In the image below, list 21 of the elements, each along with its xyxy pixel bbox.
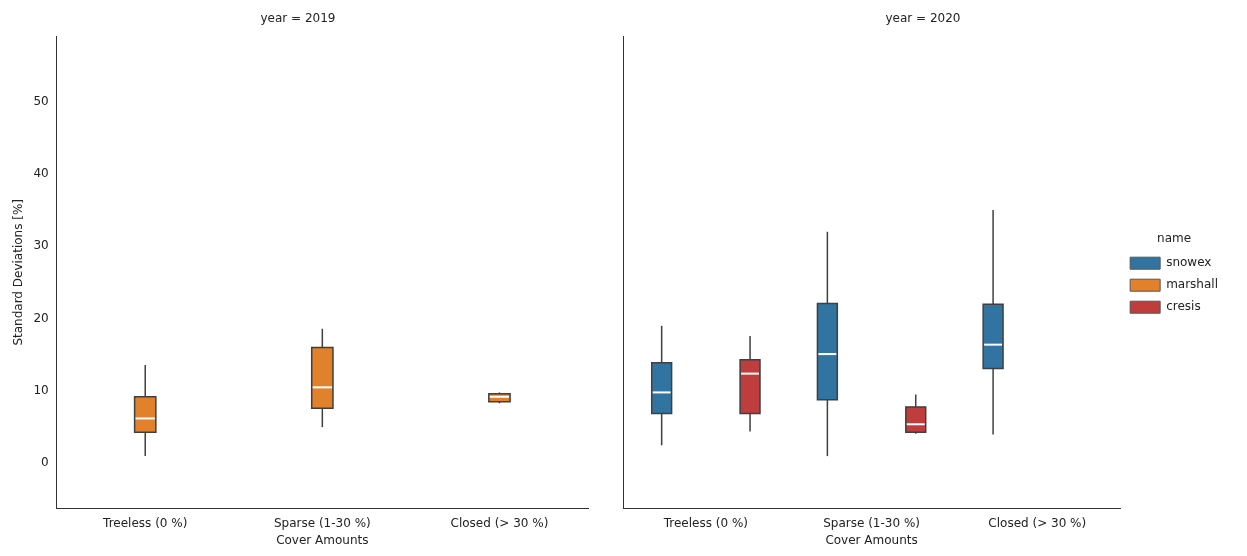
- x-tick-label: Closed (> 30 %): [988, 515, 1087, 530]
- y-tick-label: 10: [33, 383, 49, 398]
- y-axis-title: Standard Deviations [%]: [11, 198, 26, 346]
- legend-label: cresis: [1166, 299, 1201, 314]
- x-tick-label: Sparse (1-30 %): [273, 515, 371, 530]
- chart-title: year = 2020: [885, 11, 961, 26]
- legend-title: name: [1157, 230, 1192, 245]
- y-tick-label: 30: [33, 238, 49, 253]
- y-tick-label: 0: [41, 455, 49, 470]
- chart-title: year = 2019: [260, 11, 336, 26]
- x-tick-label: Treeless (0 %): [662, 515, 748, 530]
- y-tick-label: 20: [33, 310, 49, 325]
- legend-label: snowex: [1166, 255, 1212, 270]
- legend-label: marshall: [1166, 277, 1218, 292]
- x-tick-label: Treeless (0 %): [102, 515, 188, 530]
- y-tick-label: 40: [33, 166, 49, 181]
- x-tick-label: Sparse (1-30 %): [823, 515, 920, 530]
- y-tick-label: 50: [33, 93, 49, 108]
- x-axis-title: Cover Amounts: [825, 532, 918, 547]
- x-axis-title: Cover Amounts: [276, 532, 369, 547]
- x-tick-label: Closed (> 30 %): [450, 515, 549, 530]
